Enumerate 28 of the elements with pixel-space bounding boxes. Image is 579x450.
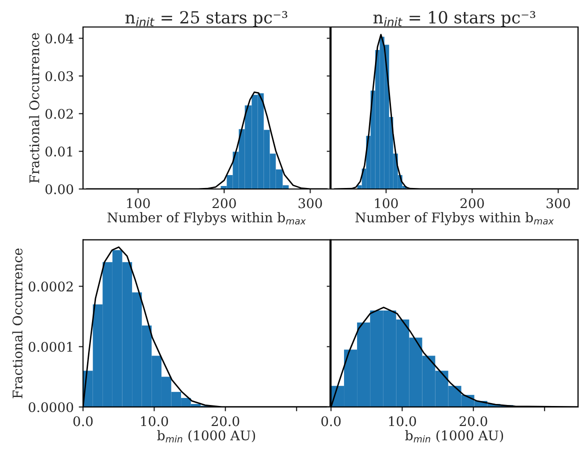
x-tick-label: 100 [127, 198, 150, 208]
y-tick-label: 0.01 [45, 146, 72, 157]
x-axis-title: b$_{min}$ (1000 AU) [405, 430, 504, 442]
y-tick-label: 0.03 [45, 71, 74, 82]
x-tick-label: 0.0 [321, 416, 341, 426]
y-axis-title: Fractional Occurrence [12, 248, 22, 398]
x-tick-label: 200 [212, 198, 236, 208]
chart-title: n$_{init}$ = 10 stars pc⁻³ [373, 11, 536, 27]
chart-title: n$_{init}$ = 25 stars pc⁻³ [125, 11, 288, 27]
x-axis-title: Number of Flybys within b$_{max}$ [107, 212, 306, 226]
y-axis-title: Fractional Occurrence [29, 33, 40, 183]
x-tick-label: 10.0 [141, 416, 168, 426]
y-tick-label: 0.0001 [28, 342, 72, 352]
x-axis-title: Number of Flybys within b$_{max}$ [355, 212, 554, 226]
y-tick-label: 0.0000 [28, 402, 74, 412]
x-tick-label: 100 [375, 198, 398, 208]
y-tick-label: 0.04 [45, 34, 74, 44]
x-tick-label: 0.0 [73, 416, 93, 426]
x-tick-label: 300 [298, 198, 322, 208]
x-axis-title: b$_{min}$ (1000 AU) [157, 430, 256, 442]
x-tick-label: 20.0 [460, 416, 488, 426]
x-tick-label: 20.0 [212, 416, 240, 426]
y-tick-label: 0.0002 [28, 282, 73, 292]
x-tick-label: 10.0 [389, 416, 416, 426]
x-tick-label: 300 [546, 198, 570, 208]
x-tick-label: 200 [460, 198, 484, 208]
y-tick-label: 0.00 [45, 184, 74, 194]
y-tick-label: 0.02 [45, 108, 73, 119]
